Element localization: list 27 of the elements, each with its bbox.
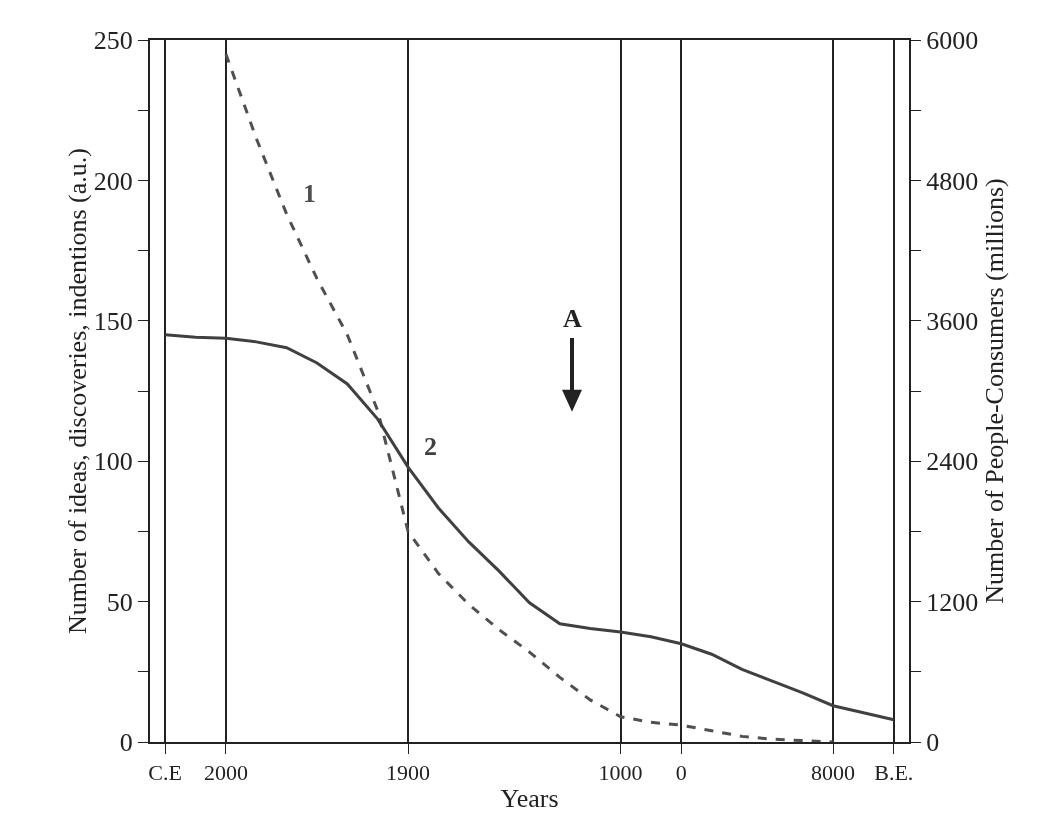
line-series [163,333,896,722]
y2-tick-label: 2400 [926,447,979,477]
x-tick-label: 0 [675,760,687,786]
y-tick-label: 250 [93,26,133,56]
series-label: 1 [303,179,316,208]
x-tick-label: 1000 [598,760,643,786]
y2-axis-title: Number of People-Consumers (millions) [980,178,1010,604]
y-tick-label: 0 [119,728,133,758]
y2-tick-label: 6000 [926,26,979,56]
y2-tick-label: 0 [926,728,940,758]
x-tick-label: B.E. [874,760,914,786]
x-axis-title: Years [500,783,559,813]
y2-tick-label: 4800 [926,166,979,196]
annotation: A [563,304,582,333]
x-tick-label: C.E [148,760,182,786]
x-tick-label: 2000 [203,760,248,786]
y-tick-label: 150 [93,306,133,336]
y-tick-label: 50 [106,587,133,617]
y-tick-label: 100 [93,447,133,477]
y2-tick-label: 3600 [926,306,979,336]
line-series [224,52,835,742]
y2-tick-label: 1200 [926,587,979,617]
x-tick-label: 8000 [811,760,856,786]
x-tick-label: 1900 [386,760,431,786]
series-label: 2 [424,432,437,461]
y-axis-title: Number of ideas, discoveries, indentions (a.u.) [62,148,92,634]
y-tick-label: 200 [93,166,133,196]
